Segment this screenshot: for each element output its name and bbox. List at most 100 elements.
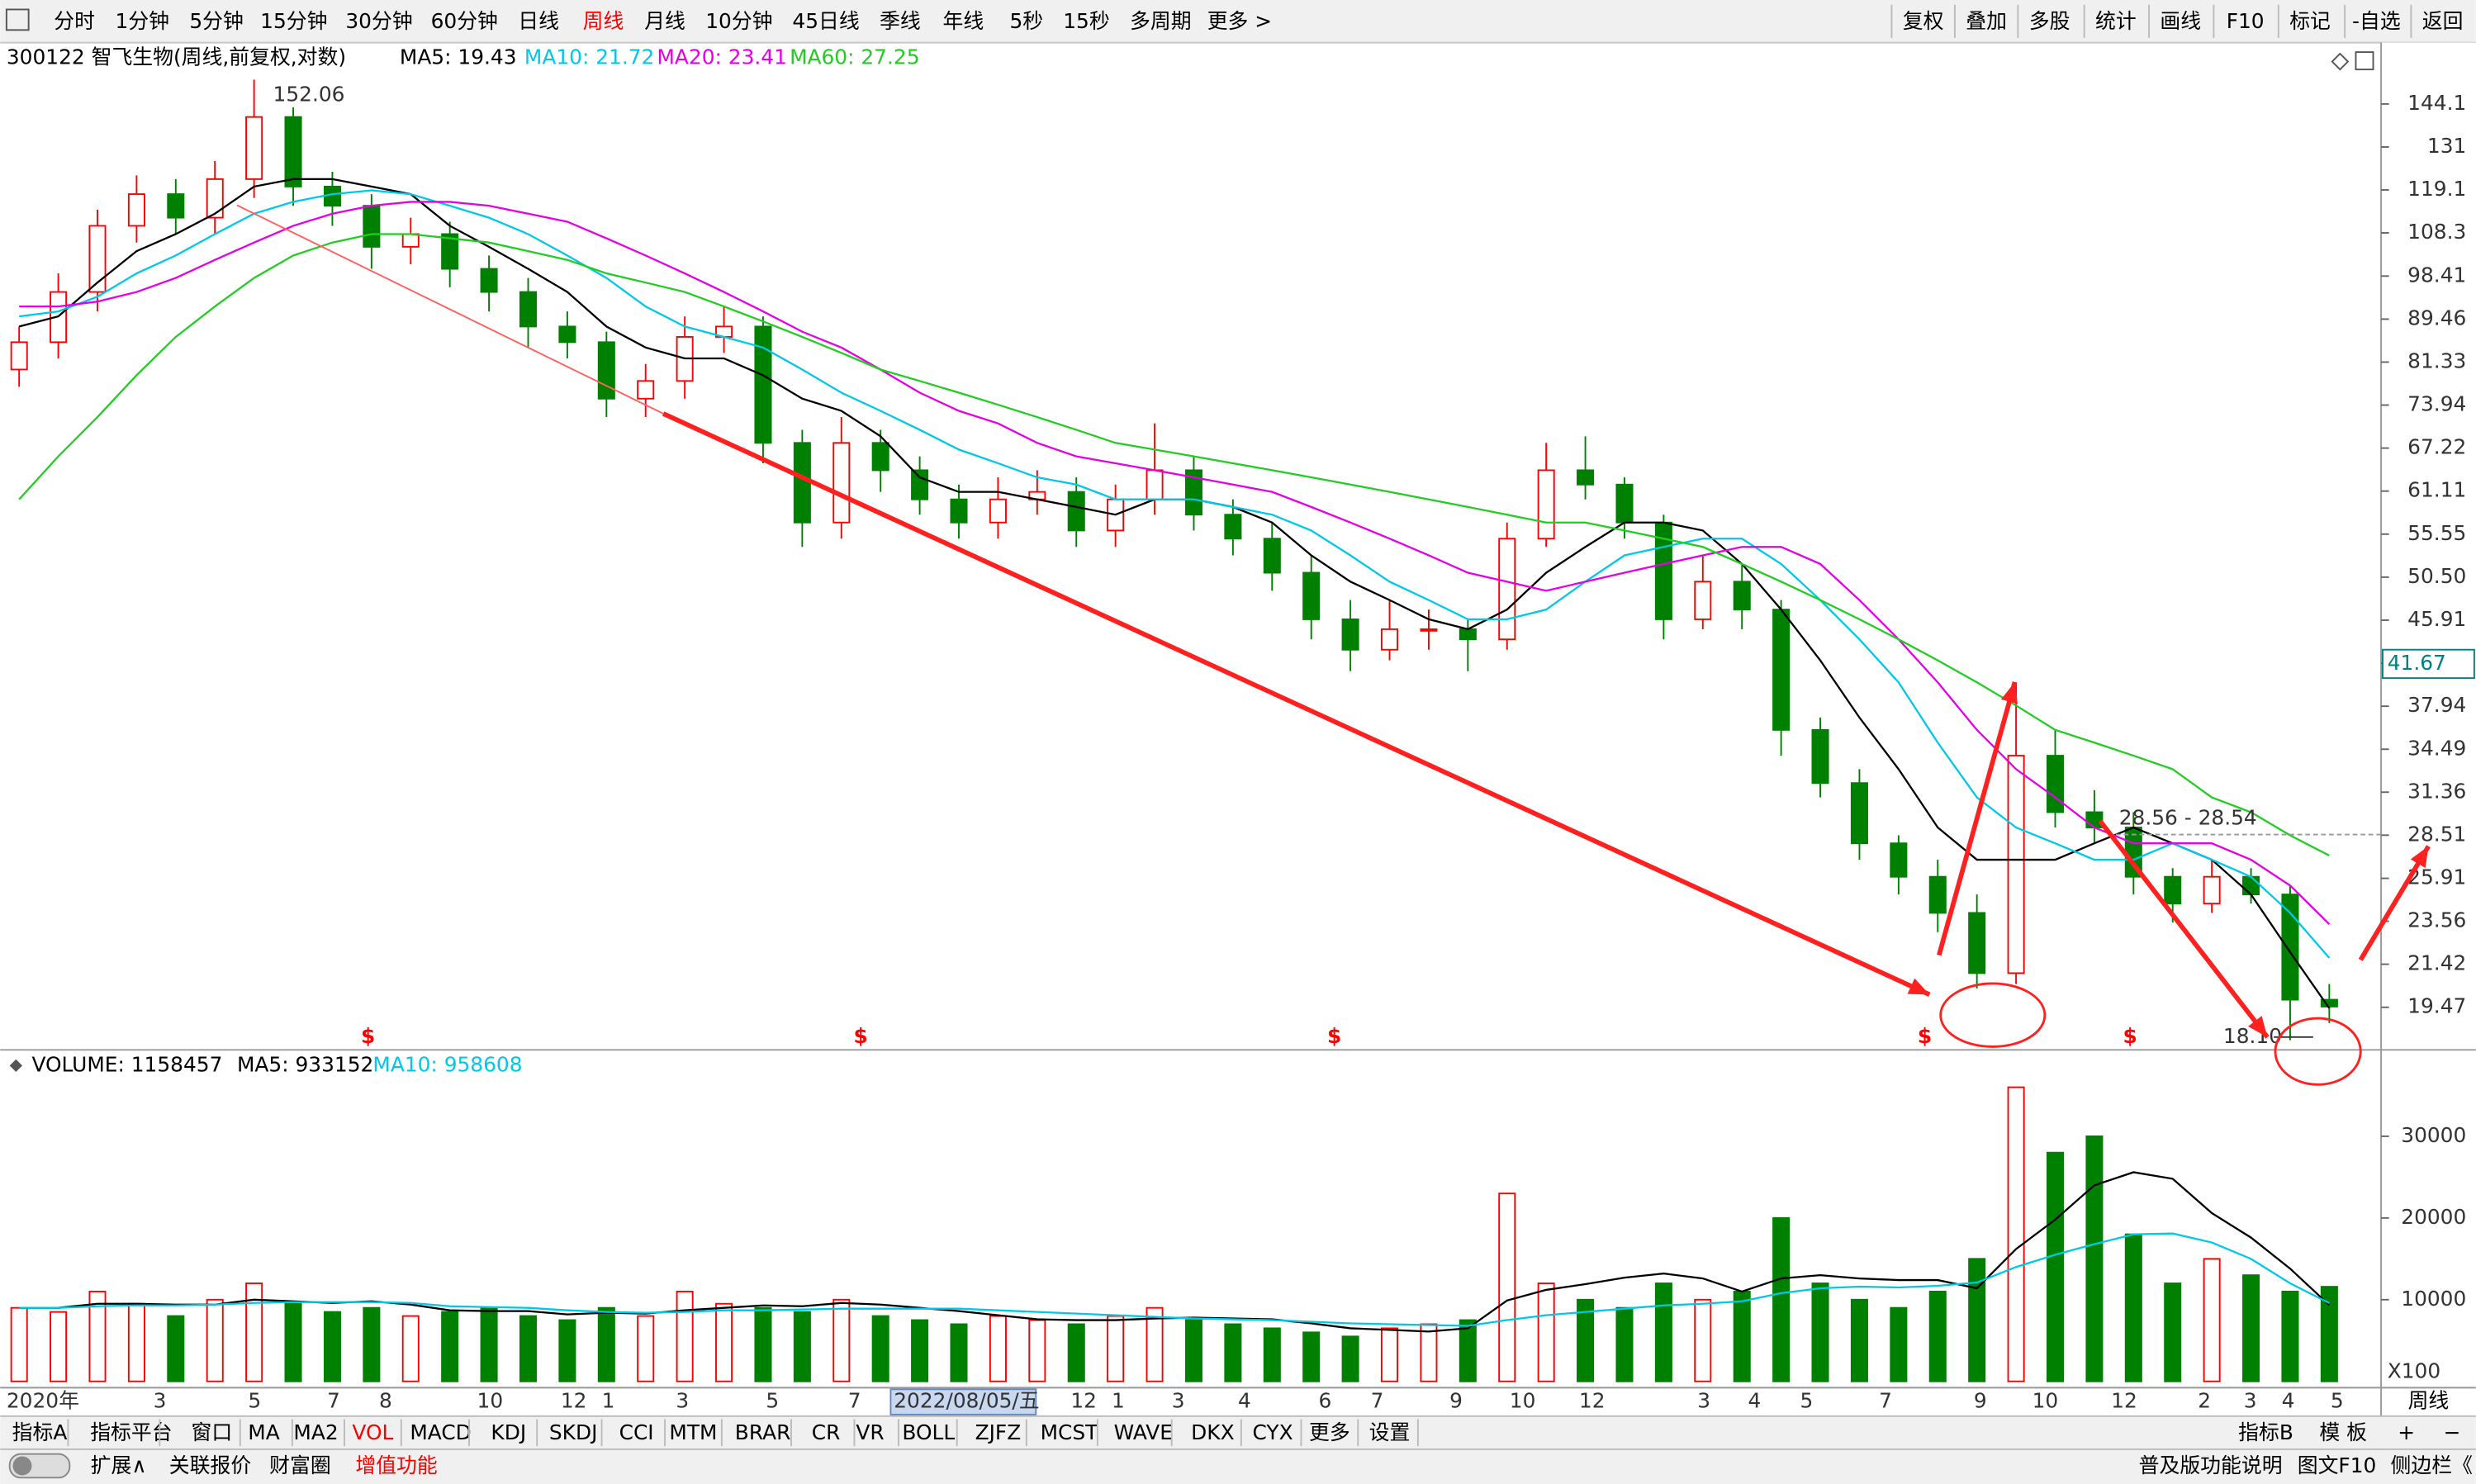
- volume-bar: [1890, 1306, 1908, 1382]
- period-tab[interactable]: 年线: [943, 9, 984, 33]
- period-tab[interactable]: 季线: [880, 9, 921, 33]
- tool-button[interactable]: 叠加: [1966, 9, 2007, 33]
- indicator-tab[interactable]: MCST: [1041, 1420, 1099, 1444]
- y-tick-label: 45.91: [2407, 607, 2466, 631]
- indicator-tab[interactable]: KDJ: [491, 1420, 526, 1444]
- event-marker[interactable]: $: [1918, 1024, 1932, 1048]
- indicator-tab[interactable]: MTM: [669, 1420, 717, 1444]
- volume-bar: [597, 1306, 615, 1382]
- diamond-icon[interactable]: [2331, 52, 2350, 71]
- indicator-tab[interactable]: BOLL: [902, 1420, 955, 1444]
- indicator-tab[interactable]: SKDJ: [549, 1420, 598, 1444]
- indicator-tab[interactable]: DKX: [1191, 1420, 1234, 1444]
- candle-body: [989, 498, 1007, 524]
- event-marker[interactable]: $: [853, 1024, 867, 1048]
- indicator-tab[interactable]: VOL: [352, 1420, 393, 1444]
- indicator-tab[interactable]: 设置: [1369, 1420, 1411, 1444]
- period-tab[interactable]: 30分钟: [345, 9, 412, 33]
- indicator-tab[interactable]: 指标平台: [90, 1420, 172, 1444]
- period-tab[interactable]: 多周期: [1130, 9, 1192, 33]
- chart-title: 300122 智飞生物(周线,前复权,对数): [7, 45, 346, 69]
- indicator-tab[interactable]: 指标B: [2238, 1420, 2293, 1444]
- x-tick-label: 5: [766, 1389, 779, 1413]
- candle-body: [284, 116, 302, 187]
- cursor-price: 41.67: [2388, 651, 2446, 675]
- tool-button[interactable]: 复权: [1903, 9, 1944, 33]
- status-button[interactable]: 扩展∧: [91, 1453, 147, 1477]
- indicator-tab[interactable]: 模 板: [2319, 1420, 2367, 1444]
- period-tab[interactable]: 周线: [583, 9, 624, 33]
- tool-button[interactable]: 画线: [2160, 9, 2201, 33]
- volume-bar: [2164, 1282, 2182, 1382]
- menu-icon[interactable]: [5, 8, 30, 31]
- tool-button[interactable]: -自选: [2352, 9, 2401, 33]
- status-button[interactable]: 增值功能: [355, 1453, 437, 1477]
- period-tab[interactable]: 5秒: [1010, 9, 1044, 33]
- event-marker[interactable]: $: [1327, 1024, 1341, 1048]
- period-tab[interactable]: 月线: [644, 9, 685, 33]
- period-tab[interactable]: 日线: [518, 9, 559, 33]
- gap-label: 28.56 - 28.54: [2119, 805, 2257, 829]
- indicator-tab[interactable]: 指标A: [12, 1420, 68, 1444]
- event-marker[interactable]: $: [2123, 1024, 2137, 1048]
- volume-bar: [480, 1306, 498, 1382]
- indicator-tab[interactable]: ZJFZ: [975, 1420, 1022, 1444]
- candle-body: [480, 268, 498, 293]
- indicator-tab[interactable]: CCI: [619, 1420, 654, 1444]
- x-tick-label: 2022/08/05/五: [894, 1389, 1039, 1413]
- status-button[interactable]: 图文F10: [2298, 1453, 2377, 1477]
- trend-thin: [236, 204, 664, 415]
- indicator-tab[interactable]: MA2: [293, 1420, 338, 1444]
- status-button[interactable]: 财富圈: [269, 1453, 331, 1477]
- x-tick-label: 4: [2282, 1389, 2295, 1413]
- tool-button[interactable]: 标记: [2289, 9, 2331, 33]
- period-tab[interactable]: 10分钟: [705, 9, 772, 33]
- candle-body: [950, 498, 968, 524]
- arrow-head: [2000, 681, 2018, 704]
- tool-button[interactable]: F10: [2227, 9, 2265, 33]
- indicator-tab[interactable]: MACD: [410, 1420, 471, 1444]
- window-icon[interactable]: [2355, 51, 2374, 71]
- drawn-circle: [1939, 982, 2047, 1048]
- volume-bar: [2320, 1286, 2338, 1382]
- toolbar-bg: [0, 0, 2476, 43]
- status-button[interactable]: 关联报价: [169, 1453, 252, 1477]
- indicator-tab[interactable]: BRAR: [735, 1420, 791, 1444]
- volume-bar: [911, 1319, 929, 1382]
- indicator-tab[interactable]: MA: [248, 1420, 279, 1444]
- indicator-tab[interactable]: WAVE: [1114, 1420, 1173, 1444]
- x-tick-label: 10: [477, 1389, 504, 1413]
- tool-button[interactable]: 返回: [2422, 9, 2464, 33]
- x-tick-label: 1: [1112, 1389, 1125, 1413]
- indicator-tab[interactable]: 窗口: [192, 1420, 233, 1444]
- status-button[interactable]: 普及版功能说明: [2139, 1453, 2283, 1477]
- indicator-tab[interactable]: −: [2444, 1420, 2461, 1444]
- period-tab[interactable]: 45日线: [792, 9, 859, 33]
- candle-body: [832, 442, 851, 524]
- volume-bar: [2007, 1086, 2025, 1382]
- volume-bar: [2085, 1135, 2104, 1382]
- period-tab[interactable]: 60分钟: [431, 9, 498, 33]
- legend-entry: MA20: 23.41: [657, 45, 786, 69]
- period-tab[interactable]: 15秒: [1063, 9, 1109, 33]
- x-tick-label: 9: [1449, 1389, 1463, 1413]
- indicator-tab[interactable]: CR: [812, 1420, 841, 1444]
- tool-button[interactable]: 统计: [2095, 9, 2137, 33]
- period-tab[interactable]: 1分钟: [116, 9, 170, 33]
- event-marker[interactable]: $: [361, 1024, 375, 1048]
- period-tab[interactable]: 更多 >: [1207, 9, 1272, 33]
- indicator-tab[interactable]: CYX: [1253, 1420, 1293, 1444]
- candle-body: [1067, 491, 1085, 532]
- candle-body: [754, 325, 772, 444]
- period-tab[interactable]: 分时: [54, 9, 95, 33]
- status-button[interactable]: 侧边栏《: [2391, 1453, 2473, 1477]
- candle-body: [558, 325, 576, 344]
- indicator-tab[interactable]: 更多: [1309, 1420, 1350, 1444]
- period-tab[interactable]: 5分钟: [189, 9, 243, 33]
- x-tick-label: 5: [1800, 1389, 1814, 1413]
- period-tab[interactable]: 15分钟: [260, 9, 327, 33]
- indicator-tab[interactable]: +: [2398, 1420, 2415, 1444]
- indicator-tab[interactable]: VR: [856, 1420, 884, 1444]
- tool-button[interactable]: 多股: [2029, 9, 2070, 33]
- volume-bar: [871, 1315, 889, 1382]
